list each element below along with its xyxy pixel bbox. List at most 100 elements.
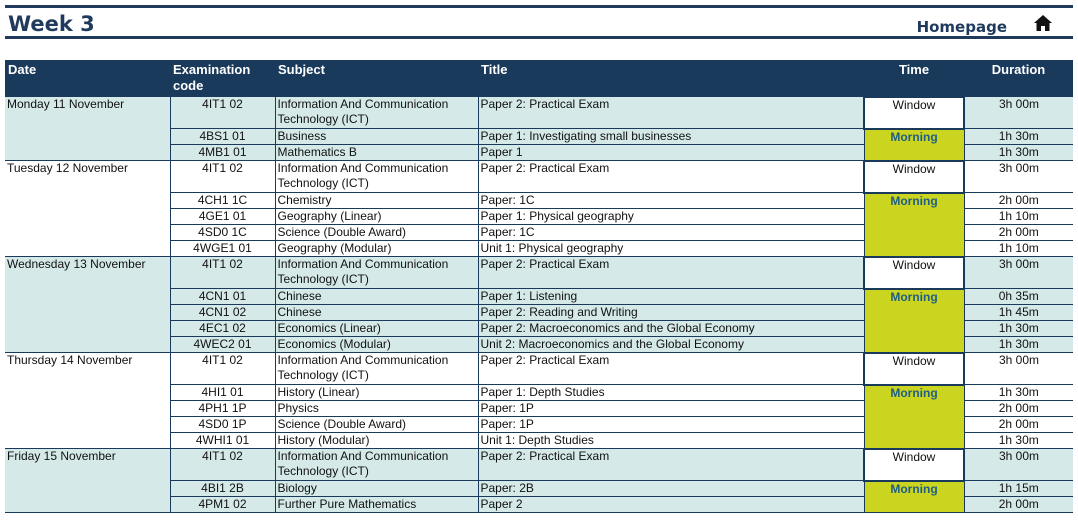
exam-code: 4SD0 1C [169,224,276,241]
column-header-time: Time [864,60,964,97]
exam-date: Monday 11 November [5,96,171,161]
exam-title: Paper: 1C [477,192,865,209]
exam-duration: 2h 00m [963,416,1073,433]
table-row: 4CN1 01 Chinese Paper 1: Listening Morning 0… [5,288,1073,353]
exam-code: 4CN1 02 [169,304,276,321]
exam-code: 4WHI1 01 [169,432,276,449]
exam-subject: Mathematics B [274,144,479,161]
column-header-duration: Duration [964,60,1073,97]
exam-title: Paper 1 [477,144,865,161]
exam-title: Paper 2: Reading and Writing [477,304,865,321]
exam-title: Paper 1: Listening [477,288,865,305]
exam-title: Paper: 2B [477,480,865,497]
exam-code: 4PM1 02 [169,496,276,513]
exam-title: Unit 1: Physical geography [477,240,865,257]
exam-code: 4GE1 01 [169,208,276,225]
table-body: Monday 11 November 4IT1 02 Information And… [5,95,1073,513]
table-row: 4EC1 02 Economics (Linear) Paper 2: Macroe… [5,320,1073,337]
exam-subject: Information And Communication Technology… [274,96,479,129]
column-header-code: Examination code [170,60,275,97]
exam-code: 4WEC2 01 [169,336,276,353]
exam-title: Paper 1: Investigating small businesses [477,128,865,145]
table-row: 4MB1 01 Mathematics B Paper 1 1h 30m [5,144,1073,161]
exam-duration: 1h 10m [963,240,1073,257]
exam-date: Tuesday 12 November [5,160,171,257]
exam-title: Unit 1: Depth Studies [477,432,865,449]
exam-duration: 1h 30m [963,320,1073,337]
exam-duration: 0h 35m [963,288,1073,305]
table-row: Thursday 14 November 4IT1 02 Information A… [5,351,1073,449]
table-header-row: Date Examination code Subject Title Time… [5,60,1073,97]
exam-title: Paper: 1P [477,400,865,417]
table-row: 4WHI1 01 History (Modular) Unit 1: Depth S… [5,432,1073,449]
table-row: Monday 11 November 4IT1 02 Information And… [5,95,1073,161]
exam-duration: 3h 00m [963,160,1073,193]
exam-duration: 3h 00m [963,352,1073,385]
exam-title: Paper: 1C [477,224,865,241]
table-row: Friday 15 November 4IT1 02 Information And… [5,447,1073,513]
exam-subject: Business [274,128,479,145]
page-header: Week 3 Homepage [5,8,1073,36]
table-row: 4SD0 1P Science (Double Award) Paper: 1P 2h… [5,416,1073,433]
exam-duration: 2h 00m [963,224,1073,241]
exam-code: 4BI1 2B [169,480,276,497]
exam-duration: 1h 30m [963,384,1073,401]
exam-code: 4HI1 01 [169,384,276,401]
exam-subject: Information And Communication Technology… [274,448,479,481]
exam-subject: History (Linear) [274,384,479,401]
exam-time-morning: Morning [863,128,965,161]
exam-title: Paper 2: Practical Exam [477,352,865,385]
exam-date: Friday 15 November [5,448,171,513]
exam-subject: Economics (Modular) [274,336,479,353]
exam-title: Paper 2: Practical Exam [477,448,865,481]
exam-code: 4IT1 02 [169,448,276,481]
exam-subject: Physics [274,400,479,417]
exam-title: Paper 1: Depth Studies [477,384,865,401]
exam-time-window: Window [863,159,965,194]
exam-subject: Science (Double Award) [274,416,479,433]
exam-title: Paper 2: Practical Exam [477,256,865,289]
homepage-link[interactable]: Homepage [916,18,1007,36]
table-row: 4SD0 1C Science (Double Award) Paper: 1C 2h… [5,224,1073,241]
table-row: 4PM1 02 Further Pure Mathematics Paper 2 2h… [5,496,1073,513]
exam-subject: Information And Communication Technology… [274,352,479,385]
table-row: Tuesday 12 November 4IT1 02 Information An… [5,159,1073,257]
exam-date: Wednesday 13 November [5,256,171,353]
exam-code: 4IT1 02 [169,352,276,385]
column-header-title: Title [478,60,864,97]
column-header-subject: Subject [275,60,478,97]
page-title: Week 3 [8,12,95,36]
exam-duration: 1h 45m [963,304,1073,321]
table-row: 4PH1 1P Physics Paper: 1P 2h 00m [5,400,1073,417]
header-bottom-rule [5,36,1073,39]
home-icon[interactable] [1033,14,1053,32]
exam-duration: 2h 00m [963,496,1073,513]
exam-duration: 1h 30m [963,144,1073,161]
exam-duration: 2h 00m [963,400,1073,417]
exam-duration: 1h 15m [963,480,1073,497]
exam-title: Paper 2: Macroeconomics and the Global E… [477,320,865,337]
table-row: 4GE1 01 Geography (Linear) Paper 1: Physic… [5,208,1073,225]
exam-title: Paper 1: Physical geography [477,208,865,225]
exam-subject: Science (Double Award) [274,224,479,241]
exam-subject: Information And Communication Technology… [274,256,479,289]
exam-time-morning: Morning [863,288,965,353]
exam-subject: Chemistry [274,192,479,209]
exam-time-morning: Morning [863,192,965,257]
exam-time-window: Window [863,351,965,386]
exam-subject: Economics (Linear) [274,320,479,337]
exam-title: Unit 2: Macroeconomics and the Global Ec… [477,336,865,353]
exam-code: 4IT1 02 [169,160,276,193]
table-row: 4WEC2 01 Economics (Modular) Unit 2: Macro… [5,336,1073,353]
exam-code: 4CN1 01 [169,288,276,305]
exam-timetable: Date Examination code Subject Title Time… [5,60,1073,513]
exam-subject: Geography (Modular) [274,240,479,257]
exam-subject: Biology [274,480,479,497]
exam-code: 4MB1 01 [169,144,276,161]
exam-duration: 3h 00m [963,256,1073,289]
exam-subject: Geography (Linear) [274,208,479,225]
column-header-date: Date [5,60,170,97]
exam-time-window: Window [863,447,965,482]
exam-subject: Further Pure Mathematics [274,496,479,513]
exam-duration: 1h 10m [963,208,1073,225]
